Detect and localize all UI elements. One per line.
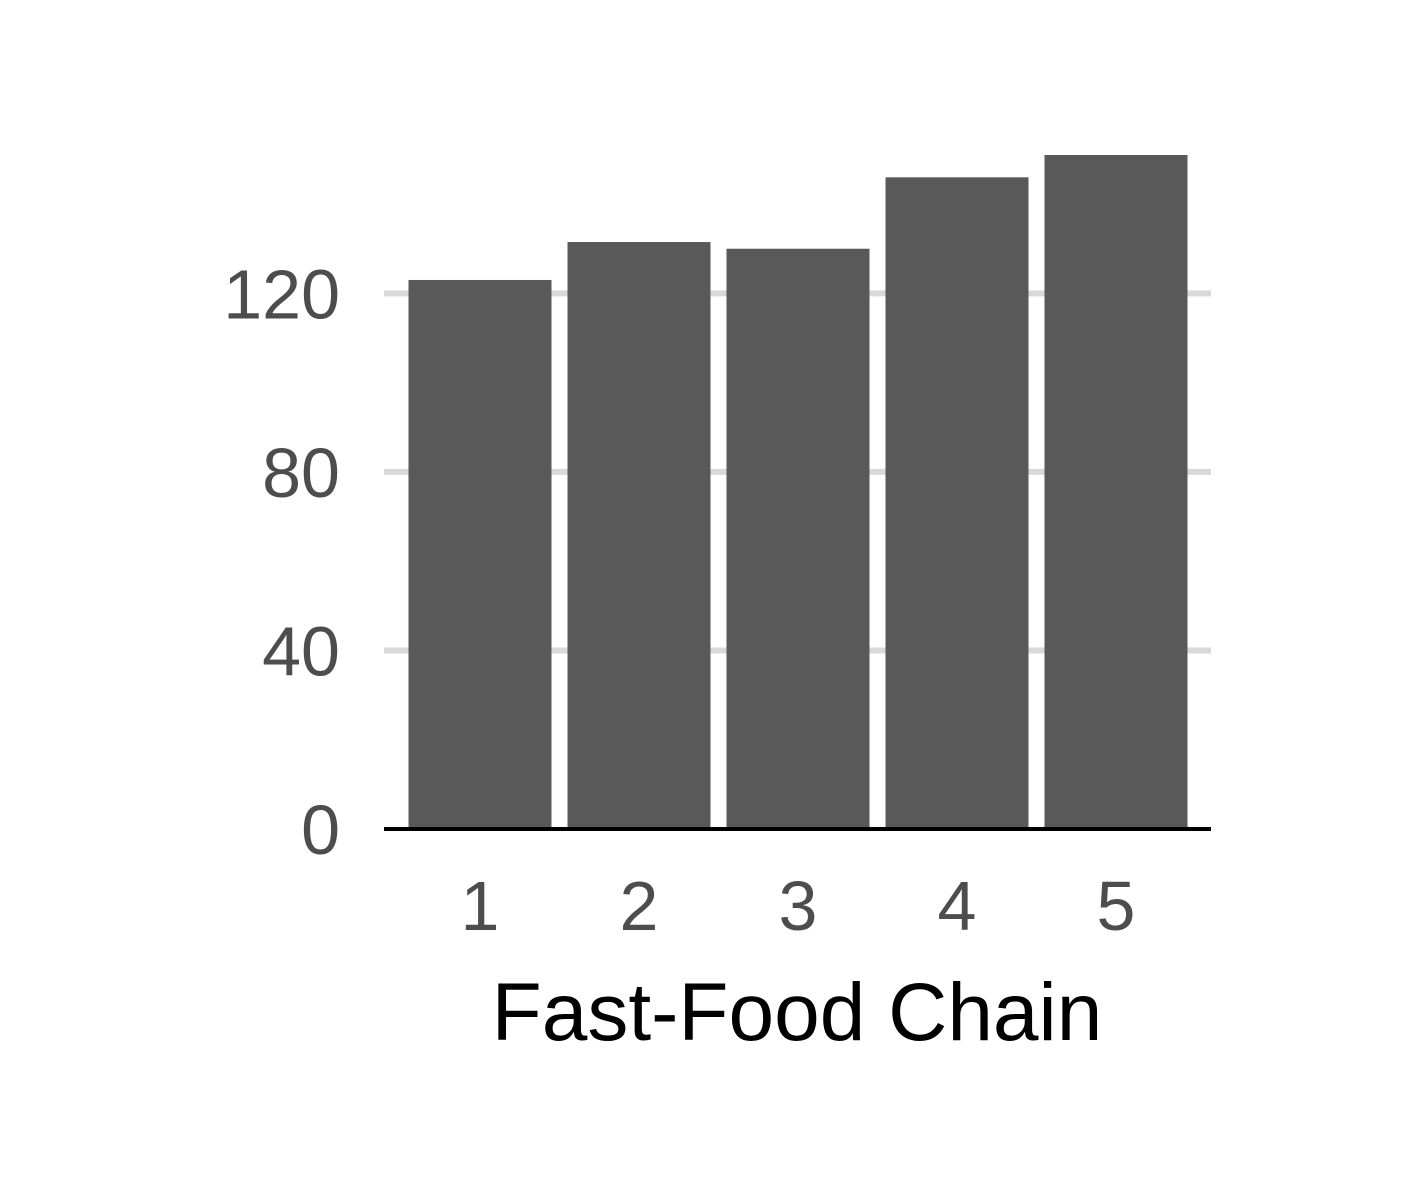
bar-4	[885, 177, 1029, 830]
x-axis-title: Fast-Food Chain	[492, 967, 1103, 1058]
bar-1	[408, 279, 552, 830]
bar-2	[567, 242, 711, 829]
y-axis-tick-labels: 0 40 80 120	[223, 255, 340, 869]
x-tick-label-5: 5	[1097, 867, 1136, 945]
y-tick-label-0: 0	[301, 791, 340, 869]
y-tick-label-40: 40	[262, 612, 340, 690]
x-tick-label-1: 1	[461, 867, 500, 945]
x-axis-tick-labels: 1 2 3 4 5	[461, 867, 1136, 945]
x-tick-label-3: 3	[779, 867, 818, 945]
bars	[408, 155, 1188, 830]
y-tick-label-120: 120	[223, 255, 340, 333]
x-tick-label-2: 2	[620, 867, 659, 945]
x-tick-label-4: 4	[938, 867, 977, 945]
bar-3	[726, 248, 870, 829]
bar-5	[1044, 155, 1188, 829]
y-tick-label-80: 80	[262, 434, 340, 512]
